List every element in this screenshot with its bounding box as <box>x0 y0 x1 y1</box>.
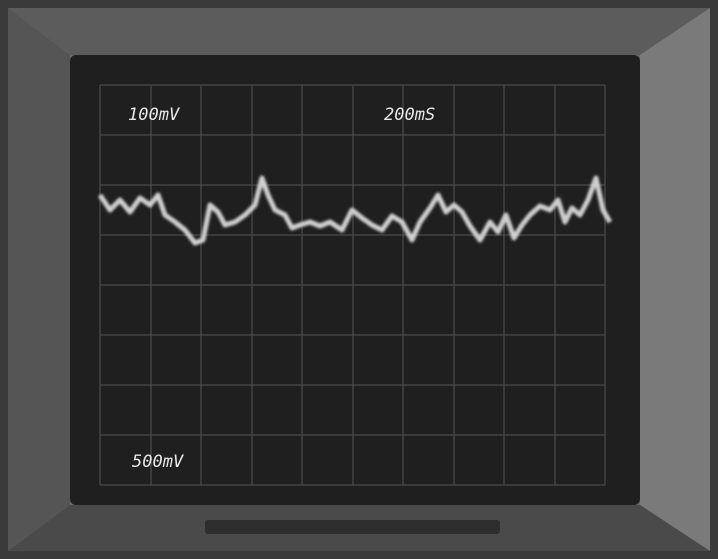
bezel-left <box>8 8 70 551</box>
bezel-top <box>8 8 710 55</box>
channel-2-scale: 500mV <box>132 452 184 472</box>
bezel-right <box>640 8 710 551</box>
channel-1-trace <box>97 175 613 246</box>
slot <box>205 520 500 534</box>
timebase: 200mS <box>384 105 435 125</box>
graticule <box>99 84 606 486</box>
channel-1-scale: 100mV <box>128 105 180 125</box>
screen <box>70 55 640 505</box>
